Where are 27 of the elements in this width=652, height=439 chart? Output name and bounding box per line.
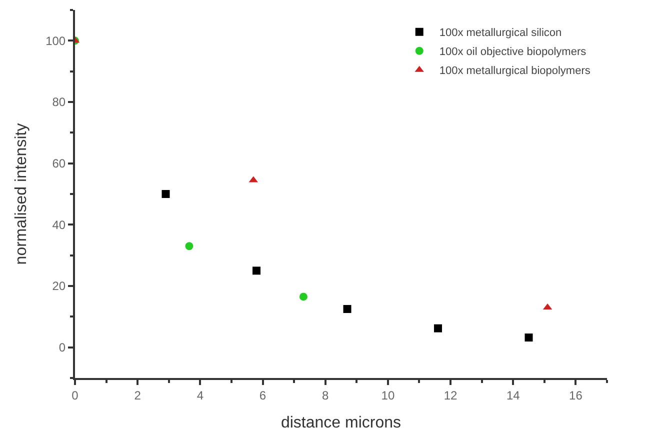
y-tick-label: 40 <box>52 218 66 232</box>
point <box>434 324 442 332</box>
point <box>343 305 352 313</box>
y-tick-label: 20 <box>52 279 66 294</box>
y-tick-label: 0 <box>58 340 66 355</box>
y-tick-label: 100 <box>46 34 66 48</box>
x-tick-label: 12 <box>444 388 458 402</box>
point <box>162 190 170 198</box>
x-tick-label: 6 <box>259 388 266 402</box>
x-tick-label: 0 <box>72 388 79 402</box>
y-tick-label: 80 <box>52 95 66 110</box>
y-axis-title: normalised intensity <box>12 123 30 265</box>
x-tick-label: 14 <box>506 388 520 402</box>
legend-label: 100x oil objective biopolymers <box>439 46 587 58</box>
x-tick-label: 16 <box>569 388 583 402</box>
x-axis-title: distance microns <box>280 414 402 432</box>
x-tick-label: 8 <box>322 388 330 402</box>
legend-label: 100x metallurgical silicon <box>439 27 562 40</box>
x-tick-label: 2 <box>134 388 142 402</box>
x-tick-label: 10 <box>381 388 395 402</box>
legend-label: 100x metallurgical biopolymers <box>439 65 591 78</box>
y-tick-label: 60 <box>52 156 66 171</box>
point <box>299 292 308 301</box>
x-tick-label: 4 <box>196 388 204 402</box>
point <box>524 334 533 342</box>
point <box>185 242 194 250</box>
point <box>252 266 261 275</box>
